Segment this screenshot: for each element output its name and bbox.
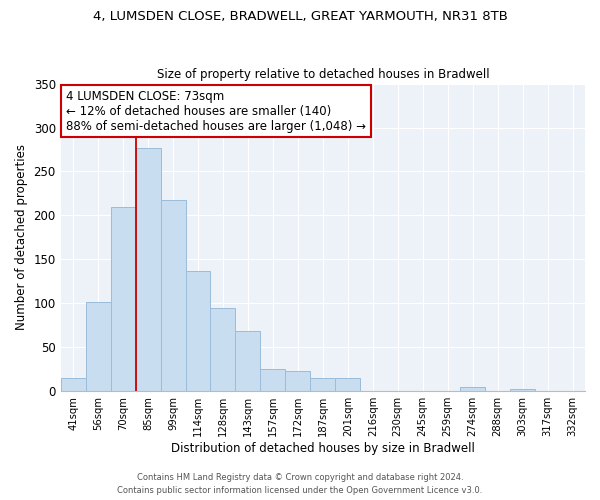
Y-axis label: Number of detached properties: Number of detached properties xyxy=(15,144,28,330)
Bar xyxy=(61,378,86,391)
Text: 4, LUMSDEN CLOSE, BRADWELL, GREAT YARMOUTH, NR31 8TB: 4, LUMSDEN CLOSE, BRADWELL, GREAT YARMOU… xyxy=(92,10,508,23)
Bar xyxy=(460,387,485,391)
Bar xyxy=(161,200,185,391)
Bar xyxy=(310,378,335,391)
Bar xyxy=(235,332,260,391)
Bar xyxy=(260,369,286,391)
Bar xyxy=(335,378,360,391)
Bar xyxy=(86,302,110,391)
X-axis label: Distribution of detached houses by size in Bradwell: Distribution of detached houses by size … xyxy=(171,442,475,455)
Title: Size of property relative to detached houses in Bradwell: Size of property relative to detached ho… xyxy=(157,68,489,81)
Bar xyxy=(510,388,535,391)
Bar xyxy=(136,148,161,391)
Bar xyxy=(185,271,211,391)
Bar xyxy=(110,206,136,391)
Text: 4 LUMSDEN CLOSE: 73sqm
← 12% of detached houses are smaller (140)
88% of semi-de: 4 LUMSDEN CLOSE: 73sqm ← 12% of detached… xyxy=(66,90,366,132)
Bar xyxy=(211,308,235,391)
Bar xyxy=(286,371,310,391)
Text: Contains HM Land Registry data © Crown copyright and database right 2024.
Contai: Contains HM Land Registry data © Crown c… xyxy=(118,474,482,495)
